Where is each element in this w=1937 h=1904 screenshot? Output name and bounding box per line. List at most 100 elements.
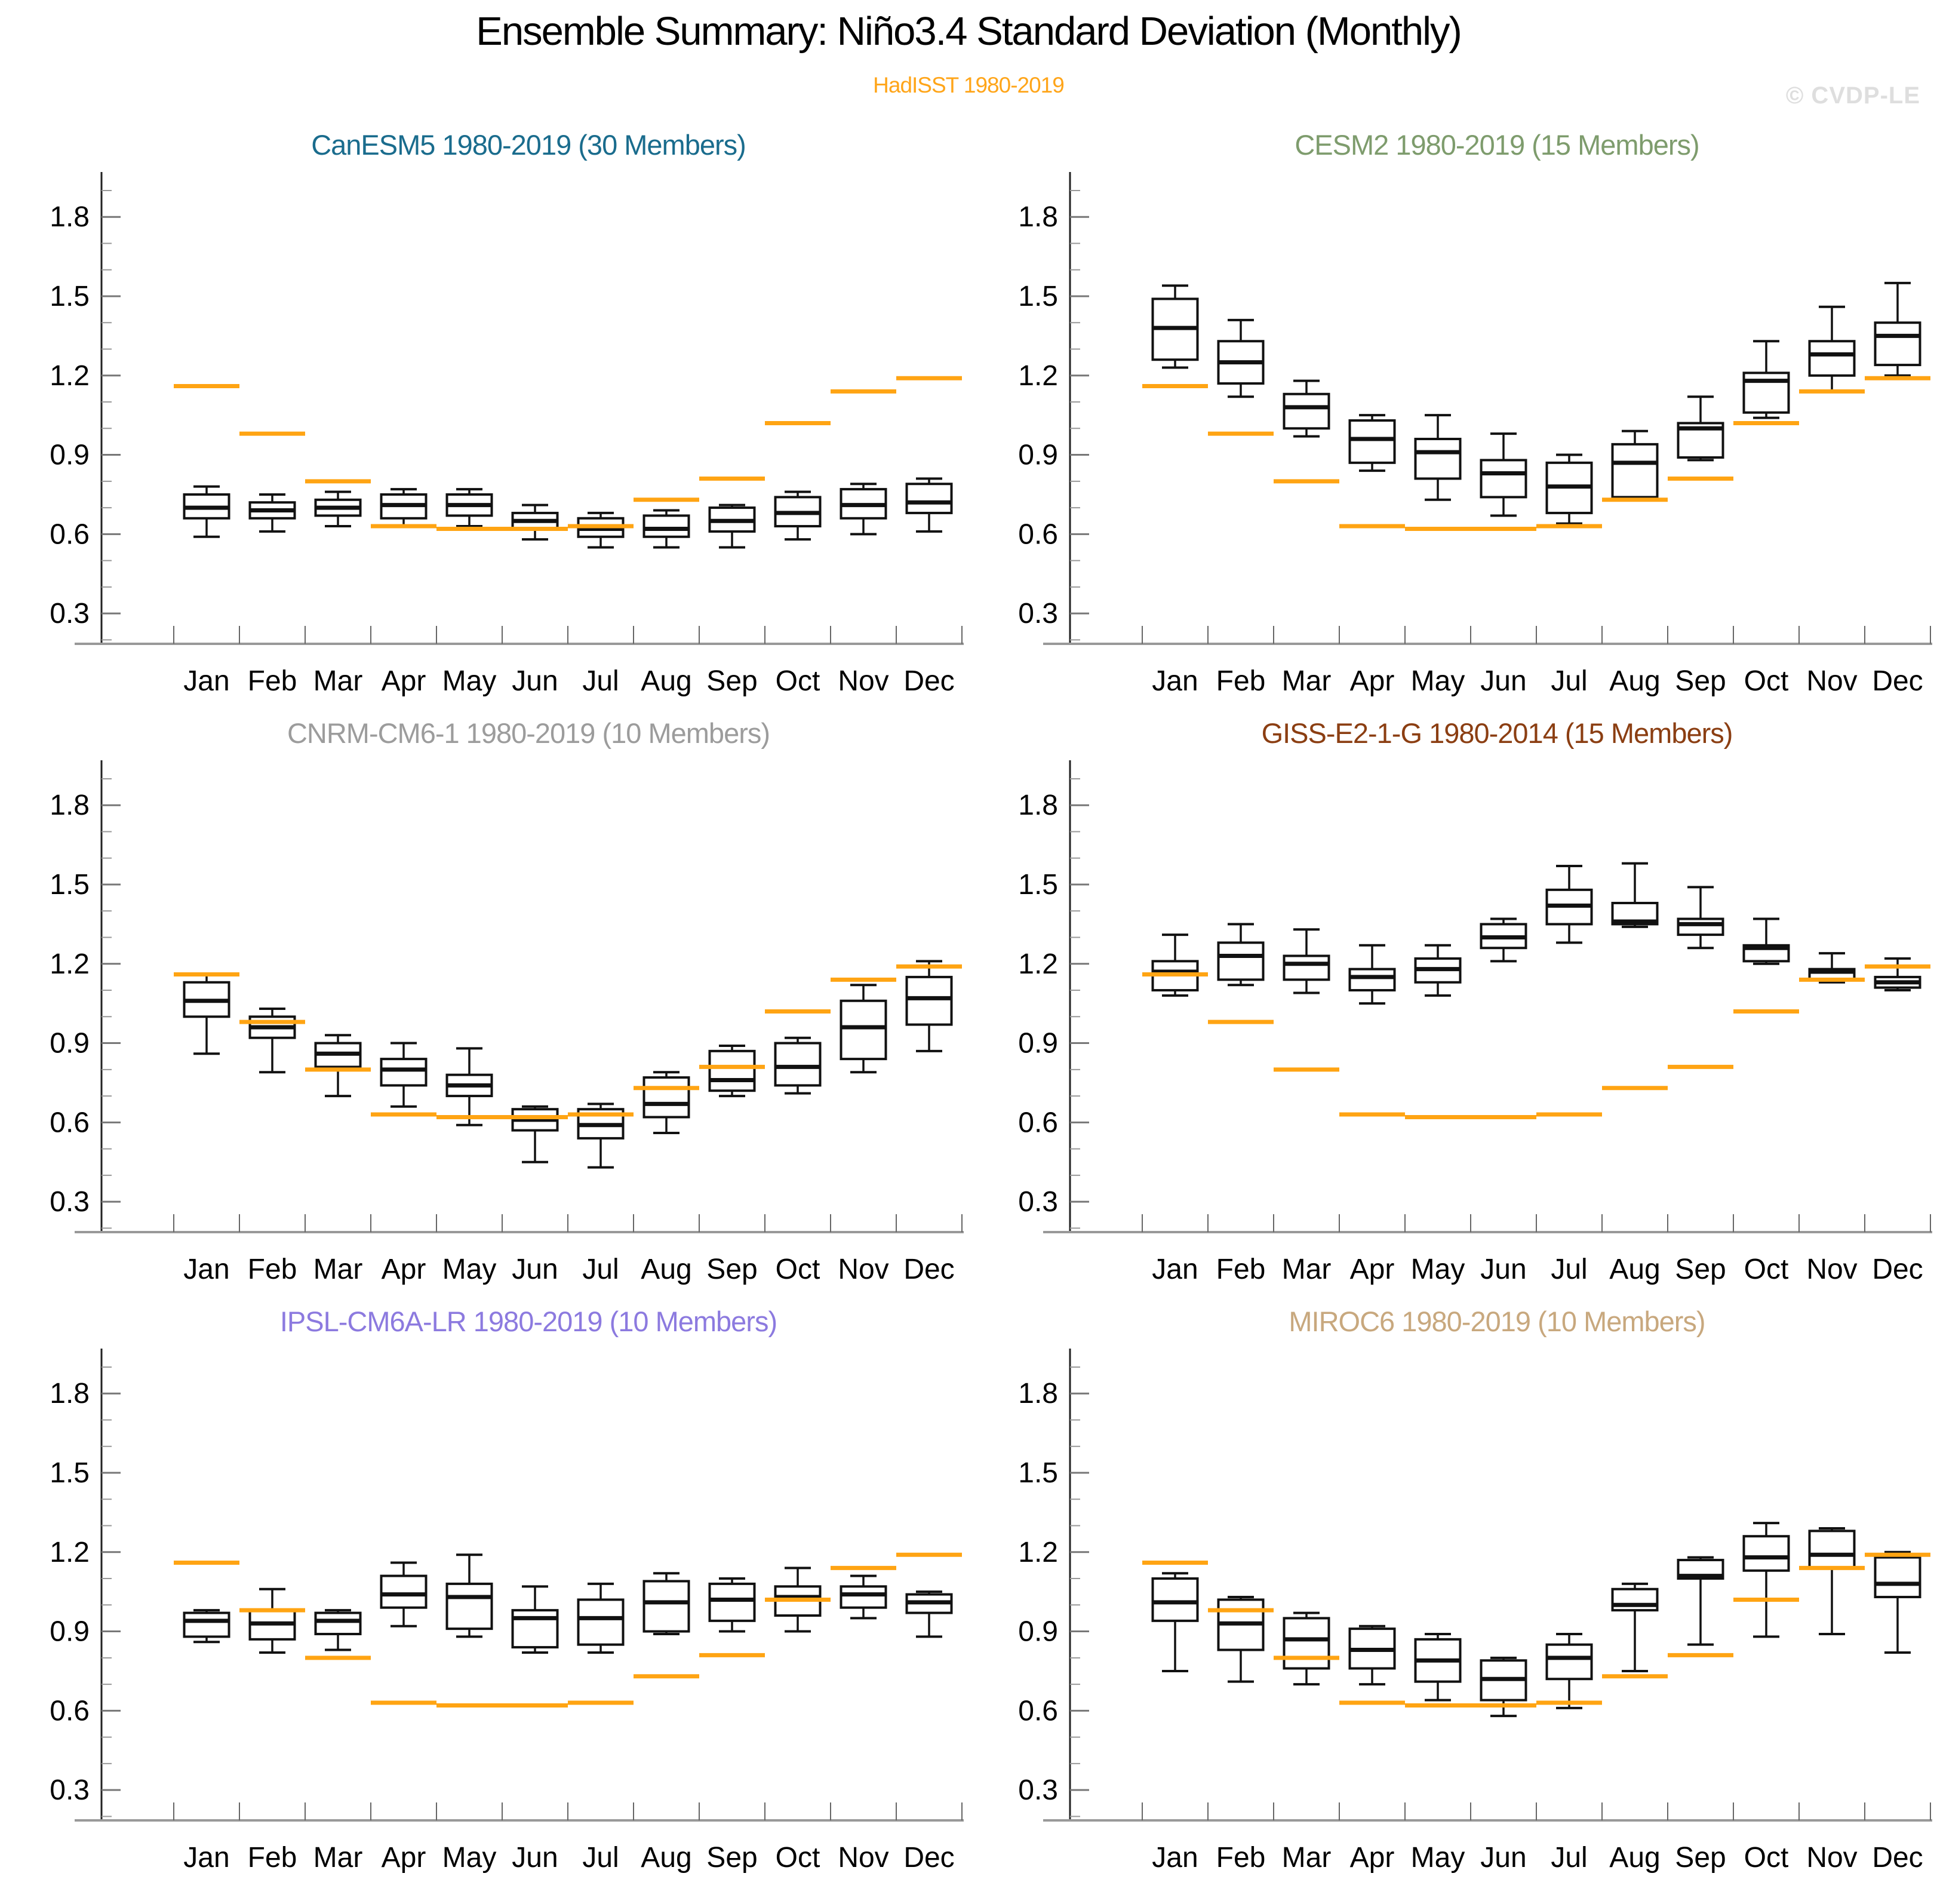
month-label: Mar <box>1282 665 1332 697</box>
box-Jan <box>183 973 230 1055</box>
watermark-cvdp-le: © CVDP-LE <box>1785 82 1920 109</box>
y-tick-label: 0.9 <box>1018 440 1058 471</box>
boxplot-canvas: 0.3 0.6 0.9 1.2 1.5 1.8 Jan Feb Mar Apr May Jun Jul A… <box>1018 172 1932 697</box>
box-Mar <box>314 1034 362 1098</box>
month-label: Feb <box>248 1254 297 1285</box>
y-tick-label: 1.8 <box>1018 1378 1058 1409</box>
box-Jul <box>1545 865 1593 944</box>
y-tick-label: 0.3 <box>50 1186 90 1218</box>
ensemble-boxes <box>183 960 953 1169</box>
month-label: Oct <box>1744 665 1789 697</box>
month-label: Sep <box>1675 665 1726 697</box>
y-tick-label: 0.6 <box>1018 1695 1058 1727</box>
box-Jun <box>1480 1656 1527 1718</box>
box-Nov <box>1808 952 1856 984</box>
y-tick-label: 1.2 <box>50 360 90 392</box>
box-Apr <box>380 1561 428 1627</box>
month-label: Jul <box>1551 1254 1587 1285</box>
y-tick-label: 1.2 <box>1018 1537 1058 1568</box>
box-Apr <box>380 1042 428 1108</box>
month-label: Jan <box>1152 1254 1198 1285</box>
month-label: Aug <box>641 1842 691 1874</box>
month-label: Apr <box>382 1842 426 1874</box>
month-label: Aug <box>1609 1842 1660 1874</box>
month-label: Mar <box>1282 1842 1332 1874</box>
month-label: Aug <box>641 665 691 697</box>
box-Mar <box>1283 928 1330 994</box>
box-Jan <box>1151 933 1199 997</box>
month-label: Nov <box>1806 665 1857 697</box>
box-Jun <box>1480 432 1527 517</box>
box-Mar <box>314 490 362 528</box>
month-label: Dec <box>1872 1842 1923 1874</box>
month-label: Apr <box>382 1254 426 1285</box>
box-Feb <box>1217 923 1265 987</box>
panel-title: GISS-E2-1-G 1980-2014 (15 Members) <box>1261 717 1733 749</box>
month-label: Jul <box>1551 665 1587 697</box>
y-axis: 0.3 0.6 0.9 1.2 1.5 1.8 <box>1018 760 1089 1232</box>
month-label: Jun <box>1480 1254 1526 1285</box>
month-label: Mar <box>313 665 363 697</box>
month-label: Sep <box>1675 1842 1726 1874</box>
y-tick-label: 1.5 <box>50 1457 90 1489</box>
box-Mar <box>1283 379 1330 438</box>
month-label: May <box>1411 1254 1465 1285</box>
month-label: Nov <box>838 1842 888 1874</box>
month-label: Sep <box>706 1254 757 1285</box>
month-label: Aug <box>1609 665 1660 697</box>
box-Nov <box>840 1574 887 1620</box>
x-axis: Jan Feb Mar Apr May Jun Jul Aug Sep Oct Nov Dec <box>1043 1802 1932 1874</box>
y-axis: 0.3 0.6 0.9 1.2 1.5 1.8 <box>50 760 121 1232</box>
box-Dec <box>905 960 953 1052</box>
observed-hadisst-lines <box>1142 376 1930 531</box>
month-label: Oct <box>776 1842 820 1874</box>
box-Feb <box>1217 1596 1265 1683</box>
box-Sep <box>708 1577 756 1633</box>
month-label: Jan <box>1152 665 1198 697</box>
month-label: Sep <box>706 1842 757 1874</box>
box-May <box>1414 1632 1462 1702</box>
box-May <box>445 1553 493 1638</box>
y-tick-label: 0.6 <box>50 518 90 550</box>
ensemble-boxes <box>1151 281 1921 525</box>
box-Jan <box>1151 1572 1199 1672</box>
month-label: Jun <box>1480 665 1526 697</box>
box-May <box>1414 414 1462 501</box>
box-Jun <box>511 503 559 541</box>
month-label: Dec <box>903 665 954 697</box>
y-tick-label: 0.6 <box>50 1107 90 1138</box>
box-Oct <box>1742 917 1790 965</box>
month-label: Jul <box>1551 1842 1587 1874</box>
y-tick-label: 0.3 <box>1018 598 1058 629</box>
panel-title: MIROC6 1980-2019 (10 Members) <box>1289 1306 1705 1337</box>
month-label: Oct <box>1744 1254 1789 1285</box>
panel-cesm2: CESM2 1980-2019 (15 Members) 0.3 0.6 0.9 1.… <box>992 123 1937 711</box>
y-tick-label: 0.9 <box>50 1616 90 1648</box>
main-title: Ensemble Summary: Niño3.4 Standard Devia… <box>476 9 1462 54</box>
y-axis: 0.3 0.6 0.9 1.2 1.5 1.8 <box>1018 1349 1089 1820</box>
box-Jan <box>1151 284 1199 369</box>
box-Jun <box>511 1105 559 1163</box>
month-label: Feb <box>1216 1842 1266 1874</box>
y-tick-label: 1.5 <box>1018 1457 1058 1489</box>
month-label: Jul <box>582 1842 619 1874</box>
boxplot-canvas: 0.3 0.6 0.9 1.2 1.5 1.8 Jan Feb Mar Apr May Jun Jul A… <box>50 172 964 697</box>
panel-title: CNRM-CM6-1 1980-2019 (10 Members) <box>287 717 770 749</box>
box-Sep <box>708 1044 756 1098</box>
box-Jul <box>1545 453 1593 525</box>
boxplot-canvas: 0.3 0.6 0.9 1.2 1.5 1.8 Jan Feb Mar Apr May Jun Jul A… <box>1018 1349 1932 1874</box>
box-Jan <box>183 1609 230 1644</box>
month-label: Jan <box>183 1254 229 1285</box>
panel-miroc6: MIROC6 1980-2019 (10 Members) 0.3 0.6 0.9 1… <box>992 1300 1937 1888</box>
y-tick-label: 0.9 <box>50 1028 90 1060</box>
box-Jul <box>1545 1632 1593 1709</box>
month-label: Nov <box>1806 1254 1857 1285</box>
box-Sep <box>1677 395 1724 462</box>
month-label: May <box>442 1254 497 1285</box>
box-Jul <box>577 1582 625 1654</box>
x-axis: Jan Feb Mar Apr May Jun Jul Aug Sep Oct Nov Dec <box>75 1802 964 1874</box>
box-May <box>445 1047 493 1126</box>
box-May <box>1414 944 1462 997</box>
box-Aug <box>1611 1582 1659 1672</box>
panel-cnrm-cm6-1: CNRM-CM6-1 1980-2019 (10 Members) 0.3 0.6… <box>24 711 992 1300</box>
